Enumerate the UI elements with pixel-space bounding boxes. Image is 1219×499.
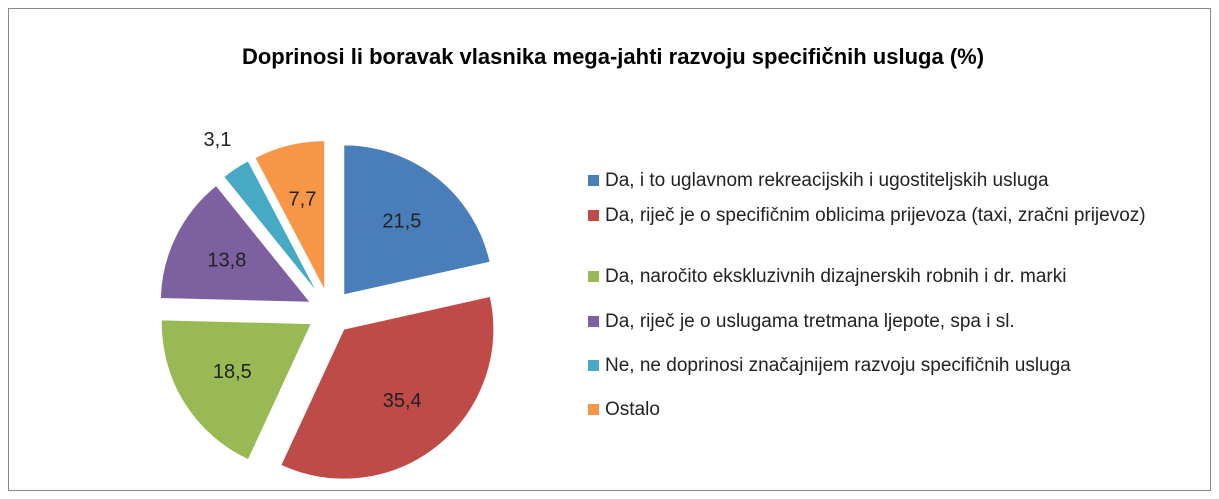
legend-item: Ostalo bbox=[588, 397, 1219, 422]
legend-label: Da, riječ je o uslugama tretmana ljepote… bbox=[605, 311, 1015, 332]
data-label: 13,8 bbox=[207, 249, 246, 271]
legend-item: Da, riječ je o uslugama tretmana ljepote… bbox=[588, 309, 1219, 334]
legend-swatch bbox=[588, 316, 599, 327]
data-label: 3,1 bbox=[204, 129, 232, 151]
pie-slice bbox=[160, 319, 313, 461]
legend-swatch bbox=[588, 404, 599, 415]
legend-item: Ne, ne doprinosi značajnijem razvoju spe… bbox=[588, 353, 1219, 378]
data-label: 21,5 bbox=[382, 211, 421, 233]
legend-label: Da, i to uglavnom rekreacijskih i ugosti… bbox=[605, 170, 1049, 191]
legend-item: Da, naročito ekskluzivnih dizajnerskih r… bbox=[588, 264, 1219, 289]
data-label: 7,7 bbox=[289, 189, 317, 211]
pie-slice bbox=[159, 184, 312, 303]
legend-item: Da, riječ je o specifičnim oblicima prij… bbox=[588, 203, 1219, 228]
legend-label: Ne, ne doprinosi značajnijem razvoju spe… bbox=[605, 355, 1071, 376]
legend-label: Ostalo bbox=[605, 399, 660, 420]
pie-slice bbox=[343, 144, 491, 296]
data-label: 18,5 bbox=[213, 361, 252, 383]
data-label: 35,4 bbox=[383, 390, 422, 412]
pie-slice bbox=[223, 160, 319, 294]
legend-label: Da, naročito ekskluzivnih dizajnerskih r… bbox=[605, 266, 1067, 287]
pie-slice bbox=[254, 140, 326, 291]
chart-title: Doprinosi li boravak vlasnika mega-jahti… bbox=[242, 44, 984, 69]
legend-swatch bbox=[588, 175, 599, 186]
legend-item: Da, i to uglavnom rekreacijskih i ugosti… bbox=[588, 168, 1219, 193]
pie-slice bbox=[280, 295, 495, 480]
legend-swatch bbox=[588, 271, 599, 282]
legend-swatch bbox=[588, 360, 599, 371]
legend-swatch bbox=[588, 210, 599, 221]
legend-label: Da, riječ je o specifičnim oblicima prij… bbox=[605, 205, 1146, 226]
